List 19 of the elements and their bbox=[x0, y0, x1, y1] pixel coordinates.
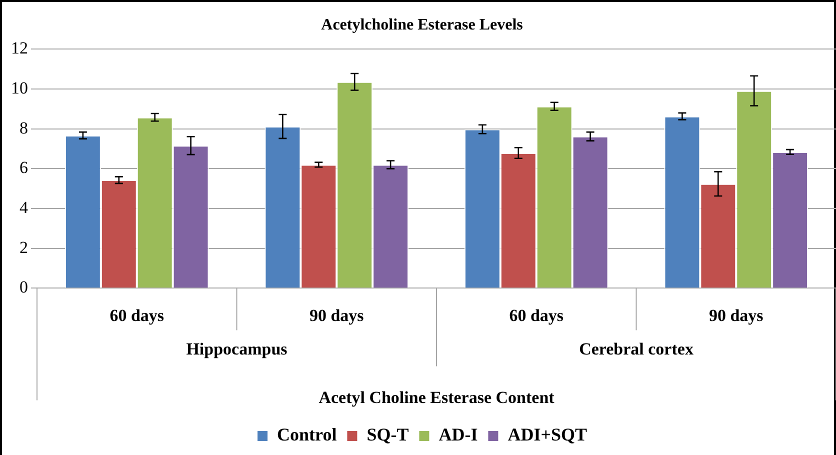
legend-label: AD-I bbox=[438, 424, 478, 445]
y-tick-label: 10 bbox=[11, 78, 28, 98]
y-tick-label: 4 bbox=[20, 198, 28, 217]
x-tick-label: 90 days bbox=[309, 306, 364, 325]
x-tick-label: 90 days bbox=[708, 306, 764, 325]
legend-label: SQ-T bbox=[366, 424, 409, 445]
y-tick-label: 0 bbox=[20, 278, 28, 297]
x-tick-label: 60 days bbox=[110, 306, 164, 325]
x-axis-title: Acetyl Choline Esterase Content bbox=[318, 388, 555, 408]
chart-title: Acetylcholine Esterase Levels bbox=[321, 16, 523, 34]
legend-label: ADI+SQT bbox=[508, 424, 587, 445]
text: Cerebral cortex bbox=[579, 340, 694, 359]
y-tick-label: 2 bbox=[20, 238, 28, 257]
text: Hippocampus bbox=[186, 340, 288, 359]
y-tick-label: 8 bbox=[20, 118, 28, 138]
x-tick-label: 60 days bbox=[509, 306, 564, 325]
y-tick-label: 6 bbox=[20, 158, 28, 178]
legend-label: Control bbox=[277, 424, 337, 445]
y-tick-label: 12 bbox=[11, 38, 28, 58]
